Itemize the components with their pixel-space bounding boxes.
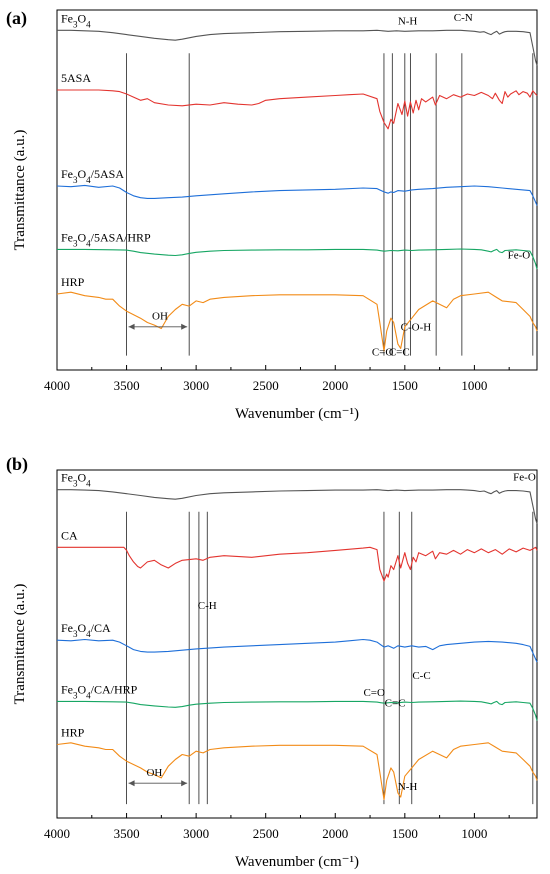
arrow-head — [128, 323, 135, 330]
series-line — [56, 291, 538, 352]
annotation-label: OH — [146, 767, 162, 779]
annotation-label: C-H — [198, 600, 217, 612]
series-line — [57, 89, 538, 130]
annotation-label: C-O-H — [401, 321, 432, 333]
x-tick-label: 1500 — [392, 826, 418, 841]
x-tick-label: 2500 — [253, 378, 279, 393]
y-axis-title: Transmittance (a.u.) — [12, 584, 28, 705]
series-label: Fe3O4 — [61, 11, 91, 29]
x-tick-label: 3500 — [114, 826, 140, 841]
plot-frame — [56, 469, 538, 819]
annotation-label: C-C — [412, 670, 430, 682]
series-label: Fe3O4/CA/HRP — [61, 682, 138, 700]
annotation-label: C=O — [372, 347, 394, 359]
series-line — [57, 700, 538, 721]
annotation-label: C=C — [385, 698, 406, 710]
series-line — [56, 742, 538, 801]
x-tick-label: 4000 — [44, 378, 70, 393]
x-tick-label: 4000 — [44, 826, 70, 841]
series-label: HRP — [61, 275, 85, 289]
x-tick-label: 1000 — [461, 826, 487, 841]
series-line — [57, 248, 538, 270]
series-line — [57, 29, 538, 66]
plot-frame — [56, 9, 538, 371]
annotation-label: C=O — [363, 687, 385, 699]
annotation-label: C=C — [389, 347, 410, 359]
annotation-label: Fe-O — [508, 249, 531, 261]
series-line — [57, 546, 538, 582]
series-label: 5ASA — [61, 71, 91, 85]
x-tick-label: 3500 — [114, 378, 140, 393]
arrow-head — [128, 780, 135, 787]
x-tick-label: 2500 — [253, 826, 279, 841]
x-tick-label: 2000 — [322, 378, 348, 393]
x-axis-title: Wavenumber (cm⁻¹) — [235, 406, 359, 422]
y-axis-title: Transmittance (a.u.) — [12, 130, 28, 251]
series-label: Fe3O4/5ASA/HRP — [61, 230, 151, 248]
series-label: Fe3O4/CA — [61, 621, 111, 639]
x-axis-title: Wavenumber (cm⁻¹) — [235, 854, 359, 870]
annotation-label: Fe-O — [513, 471, 536, 483]
annotation-label: N-H — [398, 15, 418, 27]
series-label: HRP — [61, 726, 85, 740]
series-label: CA — [61, 528, 78, 542]
panel-0: (a) 4000 3500 3000 2500 2000 1500 1000 Wavenumbe… — [6, 8, 538, 422]
panel-label: (b) — [6, 454, 28, 475]
x-tick-label: 2000 — [322, 826, 348, 841]
series-line — [57, 489, 538, 524]
series-line — [56, 184, 538, 206]
arrow-head — [181, 780, 188, 787]
x-tick-label: 3000 — [183, 826, 209, 841]
panel-1: (b) 4000 3500 3000 2500 2000 1500 1000 Wavenumbe… — [6, 454, 538, 870]
panel-label: (a) — [6, 8, 27, 29]
annotation-label: N-H — [398, 781, 418, 793]
annotation-label: C-N — [454, 12, 473, 24]
arrow-head — [181, 323, 188, 330]
series-line — [56, 638, 538, 663]
x-tick-label: 1000 — [461, 378, 487, 393]
x-tick-label: 1500 — [392, 378, 418, 393]
x-tick-label: 3000 — [183, 378, 209, 393]
series-label: Fe3O4 — [61, 471, 91, 489]
annotation-label: OH — [152, 311, 168, 323]
series-label: Fe3O4/5ASA — [61, 167, 124, 185]
